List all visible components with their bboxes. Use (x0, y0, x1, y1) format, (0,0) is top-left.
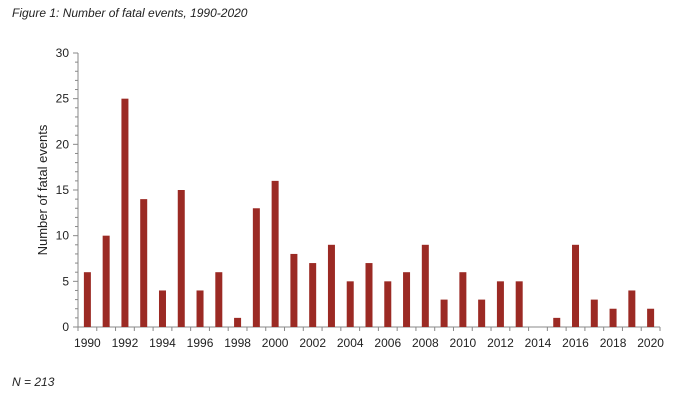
x-tick-label: 2010 (450, 336, 477, 350)
bar-2013 (515, 281, 523, 327)
x-tick-label: 1996 (187, 336, 214, 350)
bar-2019 (628, 290, 636, 327)
bar-1992 (121, 98, 129, 328)
bar-1998 (234, 317, 242, 327)
x-tick-label: 2000 (262, 336, 289, 350)
bar-2012 (496, 281, 504, 327)
chart-bars (83, 98, 655, 328)
y-tick-label: 10 (56, 229, 70, 243)
bar-2011 (478, 299, 486, 327)
x-tick-label: 2014 (525, 336, 552, 350)
bar-1997 (215, 272, 223, 327)
y-tick-label: 25 (56, 92, 70, 106)
bar-2008 (421, 244, 429, 327)
bar-2007 (403, 272, 411, 327)
chart-tick-labels: 0 5 10 15 20 25 30 1990 1992 1994 1996 1998 2000 2002… (56, 46, 665, 350)
bar-1996 (196, 290, 204, 327)
x-tick-label: 2020 (637, 336, 664, 350)
bar-1995 (177, 190, 185, 327)
bar-2005 (365, 263, 373, 327)
x-tick-label: 2008 (412, 336, 439, 350)
bar-2015 (553, 317, 561, 327)
x-tick-label: 1990 (74, 336, 101, 350)
bar-2003 (327, 244, 335, 327)
y-tick-label: 0 (62, 320, 69, 334)
bar-1994 (158, 290, 166, 327)
x-tick-label: 2002 (299, 336, 326, 350)
bar-2020 (647, 308, 655, 327)
y-tick-label: 15 (56, 183, 70, 197)
y-axis-label: Number of fatal events (35, 124, 50, 255)
bar-2006 (384, 281, 392, 327)
bar-1991 (102, 235, 110, 327)
bar-2018 (609, 308, 617, 327)
y-tick-label: 20 (56, 137, 70, 151)
bar-1999 (252, 208, 260, 327)
bar-2010 (459, 272, 467, 327)
figure-title: Figure 1: Number of fatal events, 1990-2… (12, 6, 248, 20)
footnote-n: N = 213 (12, 375, 55, 389)
bar-2002 (309, 263, 317, 327)
x-tick-label: 2006 (374, 336, 401, 350)
bar-2000 (271, 180, 279, 327)
x-tick-label: 2016 (562, 336, 589, 350)
bar-2004 (346, 281, 354, 327)
x-tick-label: 2012 (487, 336, 514, 350)
x-tick-label: 1994 (149, 336, 176, 350)
x-tick-label: 2004 (337, 336, 364, 350)
bar-2009 (440, 299, 448, 327)
bar-1990 (83, 272, 91, 327)
bar-1993 (140, 199, 148, 327)
bar-2001 (290, 253, 298, 327)
y-tick-label: 30 (56, 46, 70, 60)
bar-2016 (572, 244, 580, 327)
x-tick-label: 1998 (224, 336, 251, 350)
x-tick-label: 2018 (600, 336, 627, 350)
y-tick-label: 5 (62, 274, 69, 288)
x-tick-label: 1992 (112, 336, 139, 350)
bar-2017 (590, 299, 598, 327)
